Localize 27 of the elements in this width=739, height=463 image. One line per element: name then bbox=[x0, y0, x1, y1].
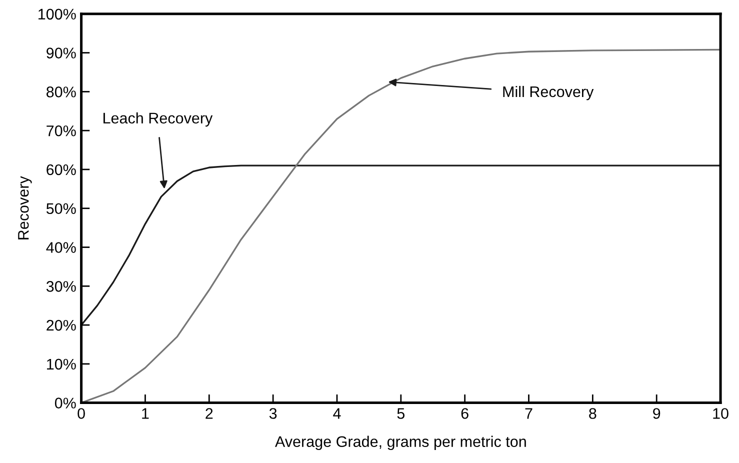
y-tick-label: 40% bbox=[46, 242, 76, 253]
y-tick-label: 100% bbox=[38, 8, 76, 20]
line-series bbox=[81, 164, 721, 326]
y-tick-label: 10% bbox=[47, 358, 76, 370]
annotation: Mill Recovery bbox=[503, 86, 594, 100]
x-tick-label: 9 bbox=[653, 408, 660, 419]
x-tick-label: 7 bbox=[525, 408, 532, 419]
y-tick-label: 60% bbox=[46, 164, 76, 176]
y-tick-label: 0% bbox=[54, 398, 76, 408]
x-axis-title: Average Grade, grams per metric ton bbox=[274, 436, 526, 450]
x-tick-label: 8 bbox=[589, 408, 596, 419]
x-tick-label: 4 bbox=[333, 408, 341, 419]
y-tick-label: 70% bbox=[46, 125, 76, 136]
x-tick-label: 5 bbox=[397, 408, 405, 419]
y-tick-label: 80% bbox=[46, 86, 76, 98]
x-tick-label: 10 bbox=[713, 408, 728, 419]
y-tick-label: 20% bbox=[46, 320, 76, 331]
y-axis-title: Recovery bbox=[18, 176, 32, 240]
y-tick-label: 30% bbox=[46, 281, 76, 292]
y-tick-label: 90% bbox=[46, 48, 76, 58]
x-tick-label: 3 bbox=[269, 408, 277, 419]
x-tick-label: 2 bbox=[206, 408, 213, 419]
x-tick-label: 6 bbox=[461, 408, 468, 419]
x-tick-label: 1 bbox=[142, 408, 149, 419]
y-tick-label: 50% bbox=[46, 203, 76, 214]
x-tick-label: 0 bbox=[78, 408, 85, 419]
annotation: Leach Recovery bbox=[104, 112, 213, 127]
